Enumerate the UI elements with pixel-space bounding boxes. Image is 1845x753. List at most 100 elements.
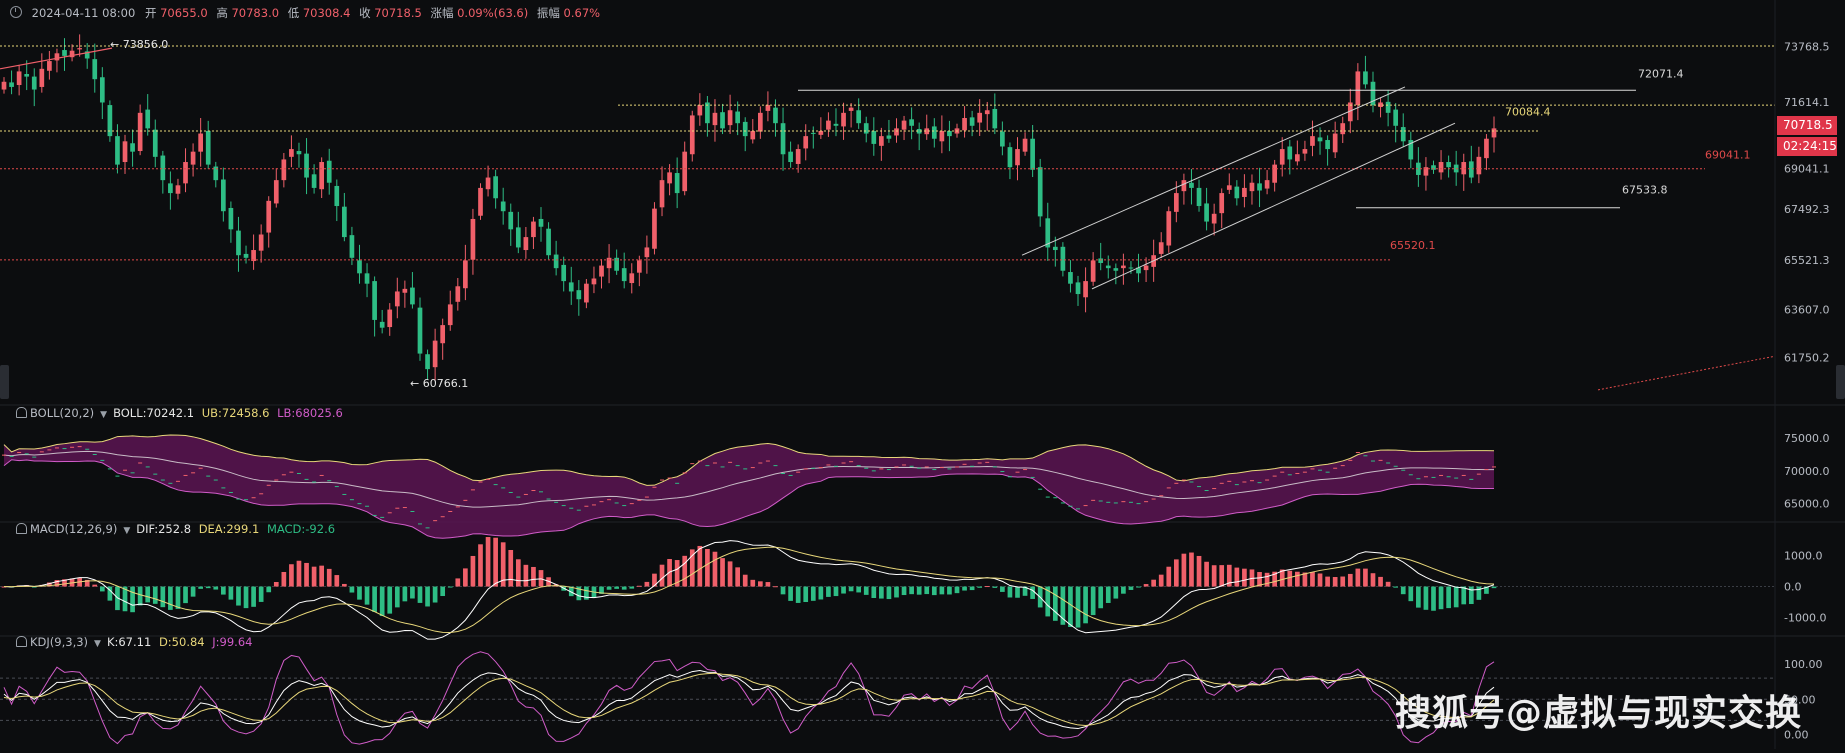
candle-body: [705, 102, 710, 124]
macd-histogram-bar: [1060, 586, 1066, 625]
macd-histogram-bar: [863, 586, 869, 595]
macd-histogram-bar: [84, 579, 90, 587]
candle-body: [1052, 246, 1058, 251]
candle-body: [962, 118, 967, 131]
candle-body: [394, 291, 400, 307]
candle-body: [1461, 162, 1467, 175]
macd-histogram-bar: [228, 586, 234, 600]
bell-icon[interactable]: [16, 636, 27, 647]
candle-body: [1310, 136, 1315, 146]
candle-body: [152, 129, 158, 157]
candle-body: [1219, 193, 1225, 214]
candle-body: [1234, 186, 1240, 199]
low-value: 70308.4: [302, 6, 351, 20]
amplitude-label: 振幅: [536, 6, 560, 20]
candle-body: [992, 108, 998, 129]
candle-body: [47, 61, 52, 71]
kdj-d-line: [3, 672, 1495, 726]
candle-body: [1045, 218, 1051, 248]
candle-body: [417, 307, 423, 354]
macd-histogram-bar: [705, 549, 710, 587]
candle-body: [599, 265, 604, 277]
macd-histogram-bar: [1476, 586, 1482, 600]
candle-body: [357, 260, 362, 274]
macd-indicator-label[interactable]: MACD(12,26,9) ▼ DIF:252.8 DEA:299.1 MACD:-…: [16, 522, 335, 536]
candle-body: [1385, 101, 1391, 113]
level-label-69041: 69041.1: [1705, 149, 1751, 162]
candle-body: [1423, 167, 1429, 176]
macd-axis-label: 0.0: [1784, 581, 1802, 594]
candle-body: [432, 340, 438, 368]
bell-icon[interactable]: [16, 407, 27, 418]
macd-histogram-bar: [198, 586, 203, 589]
candle-body: [1000, 131, 1005, 147]
candle-body: [220, 179, 226, 212]
macd-histogram-bar: [652, 573, 657, 587]
candle-body: [735, 111, 740, 124]
macd-histogram-bar: [296, 560, 302, 587]
macd-histogram-bar: [599, 586, 604, 594]
macd-histogram-bar: [780, 586, 786, 595]
candle-body: [1211, 213, 1217, 224]
candle-body: [1105, 265, 1111, 269]
candle-body: [1446, 162, 1451, 168]
macd-histogram-bar: [576, 586, 582, 601]
kdj-axis-label: 50.00: [1784, 693, 1816, 706]
boll-indicator-label[interactable]: BOLL(20,2) ▼ BOLL:70242.1 UB:72458.6 LB:68…: [16, 406, 343, 420]
candle-body: [803, 136, 809, 149]
macd-histogram-bar: [1491, 586, 1497, 589]
macd-histogram-bar: [531, 566, 536, 587]
macd-histogram-bar: [304, 562, 309, 587]
macd-histogram-bar: [92, 584, 98, 587]
candle-body: [652, 208, 657, 249]
macd-histogram-bar: [659, 564, 665, 587]
candle-body: [62, 50, 67, 56]
kdj-j-line: [3, 651, 1495, 745]
candle-body: [886, 135, 892, 139]
candle-body: [1166, 211, 1172, 246]
right-collapse-handle[interactable]: [1836, 365, 1845, 399]
macd-histogram-bar: [810, 586, 816, 601]
candle-body: [1363, 71, 1368, 85]
candle-body: [236, 230, 241, 256]
candle-body: [130, 143, 135, 152]
y-tick-label: 63607.0: [1784, 303, 1830, 316]
macd-histogram-bar: [879, 586, 884, 599]
candle-body: [689, 115, 695, 155]
candle-body: [1347, 102, 1353, 122]
macd-histogram-bar: [1295, 571, 1300, 587]
kdj-indicator-label[interactable]: KDJ(9,3,3) ▼ K:67.11 D:50.84 J:99.64: [16, 635, 252, 649]
y-tick-label: 61750.2: [1784, 351, 1830, 364]
candle-body: [16, 71, 22, 86]
candle-body: [712, 112, 718, 126]
candle-body: [9, 82, 14, 87]
candle-body: [478, 187, 483, 216]
clock-icon[interactable]: [10, 6, 22, 18]
candle-body: [1468, 161, 1474, 178]
macd-histogram-bar: [1423, 586, 1429, 610]
macd-histogram-bar: [984, 586, 990, 588]
candle-body: [1068, 272, 1073, 284]
bell-icon[interactable]: [16, 523, 27, 534]
dropdown-triangle-icon[interactable]: ▼: [123, 526, 131, 536]
candle-body: [410, 287, 415, 305]
dropdown-triangle-icon[interactable]: ▼: [100, 410, 108, 420]
candle-body: [584, 283, 589, 303]
candle-body: [1400, 127, 1406, 142]
macd-histogram-bar: [1279, 569, 1285, 587]
candle-body: [213, 166, 219, 181]
macd-histogram-bar: [931, 586, 937, 596]
candle-body: [1355, 71, 1361, 106]
macd-histogram-bar: [447, 586, 453, 588]
candle-body: [107, 105, 113, 137]
candle-body: [1272, 164, 1278, 183]
macd-histogram-bar: [1007, 586, 1013, 598]
left-collapse-handle[interactable]: [0, 365, 9, 399]
y-tick-label: 73768.5: [1784, 40, 1830, 53]
candle-body: [667, 172, 672, 184]
dropdown-triangle-icon[interactable]: ▼: [94, 639, 101, 649]
candle-body: [425, 354, 430, 370]
candle-body: [508, 211, 514, 230]
